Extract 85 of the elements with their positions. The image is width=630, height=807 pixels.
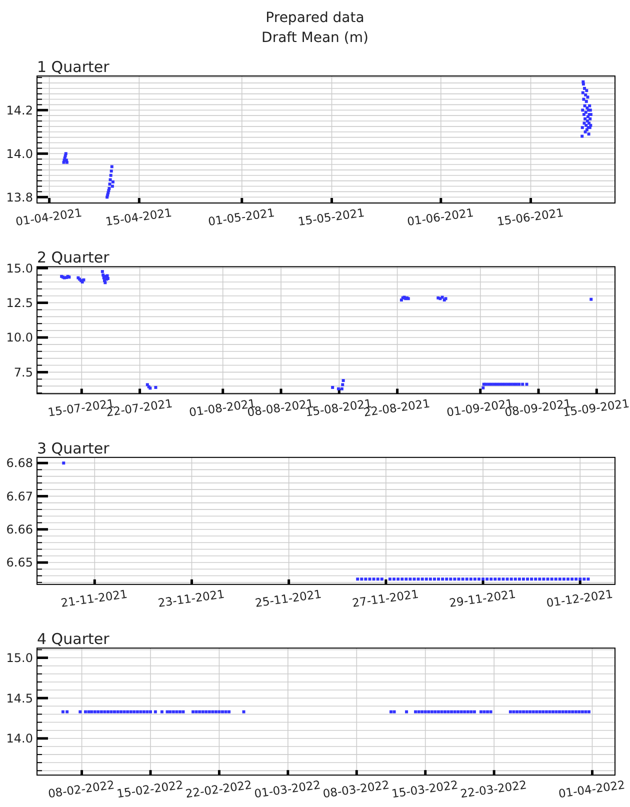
point: [110, 165, 114, 168]
point: [341, 383, 344, 386]
point: [580, 134, 584, 138]
point: [111, 180, 114, 184]
y-tick-label: 6.66: [6, 522, 33, 537]
y-tick-label: 6.65: [6, 556, 33, 570]
x-tick-label: 15-03-2022: [390, 778, 459, 801]
point: [108, 182, 112, 186]
x-tick-label: 08-02-2022: [47, 778, 116, 801]
x-tick-label: 15-05-2021: [297, 205, 366, 229]
y-tick-label: 14.5: [6, 691, 33, 706]
point: [584, 100, 588, 103]
point: [580, 126, 584, 130]
x-tick-label: 01-04-2021: [14, 205, 83, 229]
point: [501, 382, 504, 386]
point: [100, 270, 104, 274]
point: [340, 387, 344, 390]
x-tick-label: 15-06-2021: [496, 205, 564, 229]
text: Draft Mean (m): [262, 30, 368, 46]
x-tick-label: 01-12-2021: [545, 586, 614, 610]
point: [589, 124, 592, 127]
y-tick-label: 7.5: [14, 365, 33, 380]
point: [582, 82, 585, 86]
y-tick-label: 15.0: [6, 650, 33, 665]
point: [102, 274, 105, 277]
point: [109, 174, 112, 177]
point: [110, 170, 113, 173]
x-tick-label: 22-03-2022: [459, 778, 528, 801]
y-tick-label: 6.68: [6, 456, 33, 470]
point: [588, 104, 592, 108]
chart-title: 3 Quarter: [37, 439, 110, 458]
x-tick-label: 22-02-2022: [184, 778, 253, 801]
point: [342, 379, 345, 382]
point: [584, 124, 588, 127]
point: [581, 91, 584, 94]
point: [525, 382, 528, 386]
point: [440, 296, 444, 299]
y-tick-label: 14.0: [6, 732, 33, 746]
x-tick-label: 29-11-2021: [448, 586, 517, 610]
point: [154, 386, 158, 389]
x-tick-label: 01-05-2021: [207, 205, 276, 229]
chart-title: 1 Quarter: [37, 58, 110, 76]
point: [512, 382, 516, 386]
point: [492, 382, 496, 386]
point: [487, 382, 490, 386]
point: [587, 132, 590, 136]
y-tick-label: 6.67: [6, 489, 33, 504]
point: [582, 122, 586, 125]
point: [586, 96, 590, 99]
point: [518, 382, 521, 386]
chart-title: 2 Quarter: [37, 248, 110, 267]
point: [498, 382, 502, 386]
x-tick-label: 15-02-2022: [116, 778, 184, 801]
point: [110, 184, 114, 188]
point: [588, 117, 592, 120]
point: [584, 117, 587, 120]
point: [331, 386, 334, 389]
point: [585, 89, 588, 92]
y-tick-label: 14.2: [6, 103, 33, 118]
y-tick-label: 13.8: [6, 190, 33, 204]
point: [108, 178, 112, 182]
chart-title: 4 Quarter: [37, 630, 110, 648]
x-tick-label: 27-11-2021: [351, 586, 420, 610]
x-tick-label: 01-06-2021: [406, 205, 474, 229]
text: Prepared data: [266, 10, 364, 26]
x-tick-label: 01-03-2022: [253, 778, 322, 801]
y-tick-label: 15.0: [6, 261, 33, 276]
x-tick-label: 25-11-2021: [254, 586, 322, 610]
x-tick-label: 01-04-2022: [558, 778, 626, 801]
point: [482, 386, 485, 390]
x-tick-label: 08-03-2022: [322, 778, 390, 801]
point: [506, 382, 510, 386]
y-tick-label: 14.0: [6, 146, 33, 161]
x-tick-label: 21-11-2021: [60, 586, 128, 610]
point: [590, 298, 593, 301]
point: [108, 186, 111, 190]
point: [521, 382, 524, 386]
x-tick-label: 15-04-2021: [104, 205, 173, 229]
point: [584, 110, 588, 114]
y-tick-label: 12.5: [6, 296, 33, 310]
point: [581, 108, 584, 112]
point: [582, 98, 586, 101]
point: [336, 387, 340, 390]
x-tick-label: 23-11-2021: [157, 586, 226, 610]
y-tick-label: 10.0: [6, 330, 33, 345]
